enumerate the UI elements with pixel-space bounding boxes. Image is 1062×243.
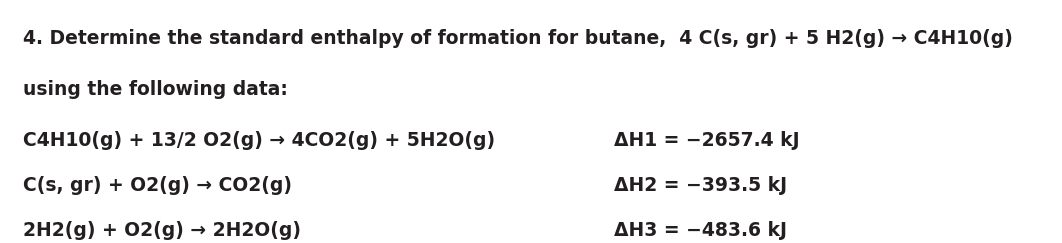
Text: C(s, gr) + O2(g) → CO2(g): C(s, gr) + O2(g) → CO2(g) (23, 176, 292, 195)
Text: C4H10(g) + 13/2 O2(g) → 4CO2(g) + 5H2O(g): C4H10(g) + 13/2 O2(g) → 4CO2(g) + 5H2O(g… (23, 131, 496, 150)
Text: using the following data:: using the following data: (23, 80, 288, 99)
Text: ΔH2 = −393.5 kJ: ΔH2 = −393.5 kJ (614, 176, 787, 195)
Text: 2H2(g) + O2(g) → 2H2O(g): 2H2(g) + O2(g) → 2H2O(g) (23, 221, 302, 240)
Text: ΔH1 = −2657.4 kJ: ΔH1 = −2657.4 kJ (614, 131, 800, 150)
Text: ΔH3 = −483.6 kJ: ΔH3 = −483.6 kJ (614, 221, 787, 240)
Text: 4. Determine the standard enthalpy of formation for butane,  4 C(s, gr) + 5 H2(g: 4. Determine the standard enthalpy of fo… (23, 29, 1013, 48)
